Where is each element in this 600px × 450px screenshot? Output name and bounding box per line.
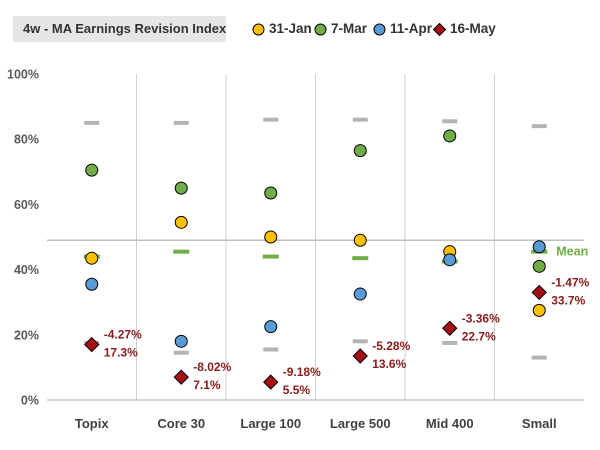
point-31-jan-topix [85, 251, 99, 265]
chart-title-box: 4w - MA Earnings Revision Index [13, 16, 226, 42]
point-7-mar-large-100 [264, 186, 278, 200]
range-max-bar-small [531, 124, 547, 129]
legend-label-16-may: 16-May [450, 21, 496, 36]
point-16-may-core-30 [173, 369, 189, 385]
point-16-may-mid-400 [442, 320, 458, 336]
point-31-jan-large-100 [264, 230, 278, 244]
annotation-value-large-500: 13.6% [372, 357, 406, 371]
range-max-bar-mid-400 [442, 119, 458, 124]
y-tick-label: 60% [14, 198, 39, 212]
annotation-value-topix: 17.3% [104, 346, 138, 360]
range-min-bar-mid-400 [442, 340, 458, 345]
annotation-change-large-500: -5.28% [372, 339, 410, 353]
legend-marker-11-apr [373, 23, 386, 36]
x-tick-label-core-30: Core 30 [157, 416, 205, 431]
range-max-bar-large-500 [352, 117, 368, 122]
chart-title: 4w - MA Earnings Revision Index [23, 21, 227, 36]
point-11-apr-large-500 [353, 287, 367, 301]
point-11-apr-core-30 [174, 334, 188, 348]
y-tick-label: 80% [14, 133, 39, 147]
annotation-value-core-30: 7.1% [193, 378, 221, 392]
point-7-mar-core-30 [174, 181, 188, 195]
mean-label: Mean [556, 245, 588, 259]
range-min-bar-core-30 [173, 350, 189, 355]
annotation-change-mid-400: -3.36% [462, 311, 500, 325]
range-min-bar-small [531, 355, 547, 360]
range-max-bar-topix [84, 120, 100, 125]
point-11-apr-small [532, 240, 546, 254]
x-tick-label-topix: Topix [75, 416, 109, 431]
point-7-mar-mid-400 [443, 129, 457, 143]
point-16-may-small [531, 284, 547, 301]
point-7-mar-small [532, 259, 546, 273]
point-7-mar-large-500 [353, 144, 367, 158]
legend-marker-16-may [433, 23, 446, 36]
point-31-jan-small [532, 303, 546, 317]
y-tick-label: 0% [21, 394, 39, 408]
mean-bar-large-500 [352, 256, 369, 261]
x-tick-label-small: Small [522, 416, 557, 431]
point-31-jan-core-30 [174, 215, 188, 229]
point-11-apr-mid-400 [443, 253, 457, 267]
point-31-jan-large-500 [353, 233, 367, 247]
annotation-value-small: 33.7% [551, 293, 585, 307]
annotation-change-large-100: -9.18% [283, 365, 321, 379]
point-7-mar-topix [85, 163, 99, 177]
point-16-may-large-100 [263, 374, 279, 390]
point-11-apr-topix [85, 277, 99, 291]
legend-label-11-apr: 11-Apr [390, 21, 433, 36]
legend-marker-7-mar [314, 23, 327, 36]
annotation-change-small: -1.47% [551, 275, 589, 289]
point-16-may-topix [84, 336, 100, 353]
range-max-bar-large-100 [263, 117, 279, 122]
x-tick-label-large-500: Large 500 [330, 416, 391, 431]
annotation-change-topix: -4.27% [104, 328, 142, 342]
legend-marker-31-jan [252, 23, 265, 36]
mean-bar-large-100 [262, 254, 279, 259]
annotation-value-large-100: 5.5% [283, 383, 311, 397]
x-tick-label-large-100: Large 100 [240, 416, 301, 431]
y-tick-label: 20% [14, 328, 39, 342]
range-min-bar-large-500 [352, 339, 368, 344]
annotation-value-mid-400: 22.7% [462, 329, 496, 343]
mean-bar-core-30 [173, 249, 190, 254]
legend-label-7-mar: 7-Mar [331, 21, 368, 36]
point-11-apr-large-100 [264, 320, 278, 334]
range-min-bar-large-100 [263, 347, 279, 352]
x-tick-label-mid-400: Mid 400 [426, 416, 474, 431]
legend-label-31-jan: 31-Jan [269, 21, 312, 36]
y-tick-label: 40% [14, 263, 39, 277]
point-16-may-large-500 [352, 348, 368, 364]
range-max-bar-core-30 [173, 120, 189, 125]
annotation-change-core-30: -8.02% [193, 360, 231, 374]
y-tick-label: 100% [7, 68, 39, 82]
